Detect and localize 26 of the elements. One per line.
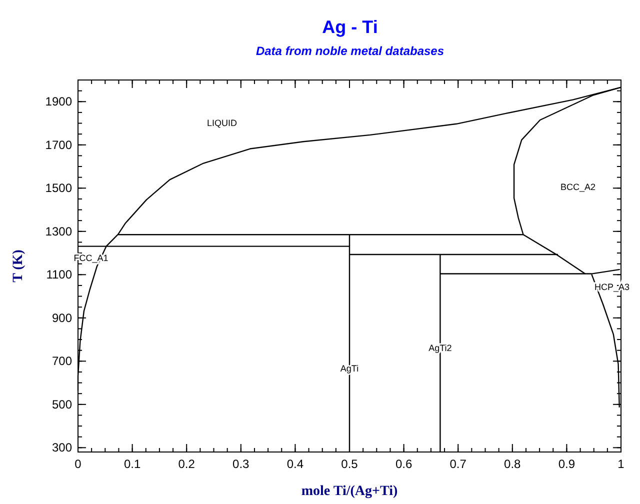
- x-axis-title: mole Ti/(Ag+Ti): [301, 484, 398, 499]
- annotation: BCC_A2: [560, 182, 596, 192]
- chart-title: Ag - Ti: [322, 17, 378, 37]
- annotation: LIQUID: [206, 118, 238, 128]
- y-tick-label: 1100: [46, 268, 72, 282]
- y-tick-label: 700: [52, 354, 72, 368]
- y-tick-label: 300: [52, 440, 72, 455]
- y-tick-label: 1700: [45, 138, 72, 152]
- x-tick-label: 0.1: [124, 457, 141, 471]
- y-tick-label: 1300: [45, 224, 72, 238]
- y-tick-label: 900: [52, 310, 72, 325]
- y-tick-label: 1500: [45, 181, 72, 196]
- y-axis-title: T (K): [11, 249, 26, 282]
- x-tick-label: 1: [618, 457, 625, 471]
- x-tick-label: 0.4: [286, 457, 304, 471]
- x-tick-label: 0.6: [395, 457, 412, 471]
- x-tick-label: 0.8: [504, 457, 522, 471]
- x-tick-label: 0: [74, 457, 82, 471]
- x-tick-label: 0.9: [558, 457, 576, 471]
- x-tick-label: 0.5: [341, 457, 358, 471]
- y-tick-label: 1900: [45, 94, 72, 109]
- x-tick-label: 0.2: [178, 457, 196, 471]
- y-tick-label: 500: [52, 397, 72, 412]
- chart-subtitle: Data from noble metal databases: [256, 44, 444, 58]
- x-tick-label: 0.7: [450, 457, 467, 471]
- x-tick-label: 0.3: [232, 457, 250, 471]
